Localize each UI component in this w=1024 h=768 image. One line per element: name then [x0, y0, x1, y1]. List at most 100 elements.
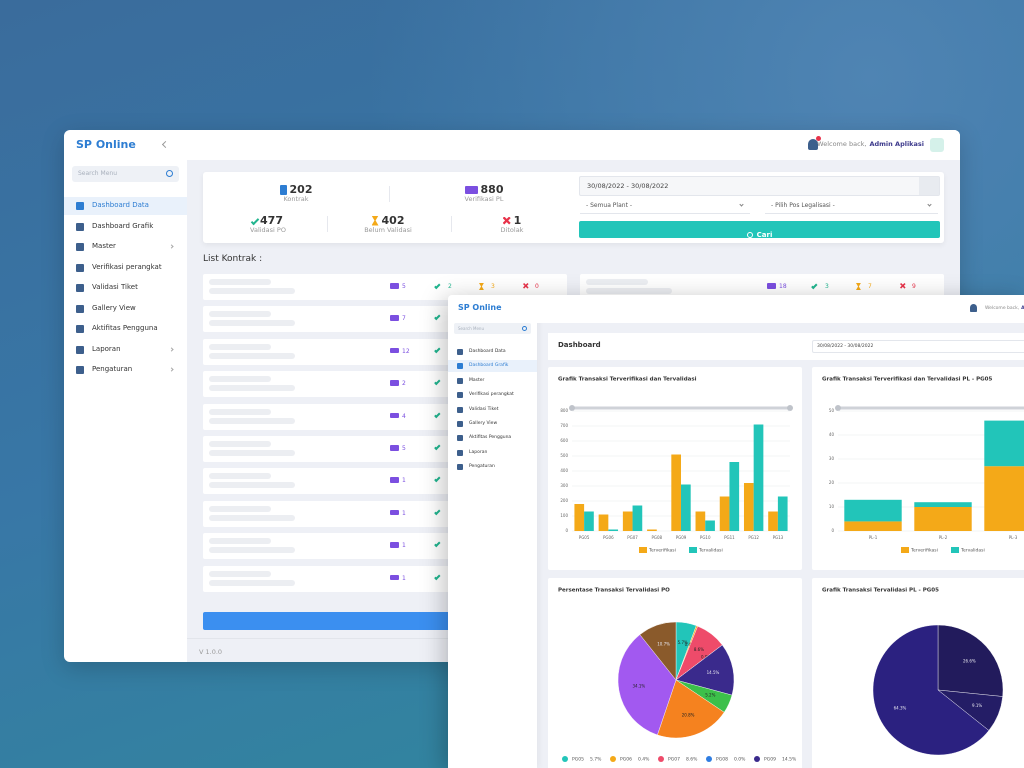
skeleton	[209, 482, 295, 489]
row-count: 5	[402, 445, 406, 452]
pie-slice	[872, 624, 990, 756]
menu-item[interactable]: Pengaturan	[64, 361, 187, 379]
bar	[608, 529, 619, 531]
y-tick-label: 100	[560, 513, 568, 518]
skeleton	[209, 538, 271, 545]
check-icon	[434, 282, 441, 289]
menu-item[interactable]: Aktifitas Pengguna	[64, 320, 187, 338]
chart: Grafik Transaksi Terverifikasi dan Terva…	[558, 377, 793, 554]
skeleton	[209, 376, 271, 383]
bar	[695, 511, 706, 531]
y-tick-label: 0	[831, 528, 834, 533]
menu-icon	[457, 421, 463, 427]
menu-item[interactable]: Verifikasi perangkat	[448, 389, 537, 401]
chart: Persentase Transaksi Tervalidasi PO5.7%0…	[558, 588, 797, 763]
stat-value: 202	[289, 183, 313, 196]
skeleton	[209, 320, 295, 327]
legend-swatch	[951, 547, 959, 553]
chart-card: Grafik Transaksi Terverifikasi dan Terva…	[812, 367, 1024, 570]
row-count: 1	[402, 477, 406, 485]
slice-label: 10.7%	[657, 641, 670, 646]
chart-card: Persentase Transaksi Tervalidasi PO 5.7% 0…	[548, 578, 802, 768]
stat-label: Validasi PO	[250, 226, 286, 234]
slice-label: 26.6%	[963, 659, 976, 664]
chart-card: Grafik Transaksi Terverifikasi dan Terva…	[548, 367, 802, 570]
brand: SP Online	[458, 303, 502, 312]
cross-icon	[502, 216, 511, 225]
y-tick-label: 40	[829, 432, 835, 437]
menu-item[interactable]: Master	[64, 238, 187, 256]
slider-handle	[569, 405, 575, 411]
bar-segment	[844, 499, 902, 522]
skeleton	[209, 343, 271, 350]
stat: 880	[434, 179, 534, 198]
stat-value: 880	[480, 183, 504, 196]
menu-item[interactable]: Validasi Tiket	[448, 404, 537, 416]
divider	[389, 186, 390, 202]
row-count: 12	[402, 347, 410, 355]
truck-icon	[390, 477, 400, 483]
legend-swatch	[658, 756, 664, 762]
legend-swatch	[901, 547, 909, 553]
divider	[327, 216, 328, 232]
skeleton	[209, 288, 295, 294]
menu-icon	[457, 377, 463, 384]
page-title-card: Dashboard 30/08/2022 - 30/08/2022	[548, 333, 1024, 360]
legend-value: 8.6%	[686, 757, 698, 763]
chart-card: Grafik Transaksi Tervalidasi PL - PG05 26…	[812, 578, 1024, 768]
version: V 1.0.0	[199, 648, 223, 656]
row-count: 1	[402, 542, 406, 550]
bar	[671, 454, 681, 531]
menu-item[interactable]: Dashboard Grafik	[64, 218, 187, 236]
menu-item[interactable]: Master	[448, 375, 537, 387]
stat-value: 477	[260, 214, 283, 227]
welcome-text: Welcome back,	[985, 306, 1020, 311]
date-input[interactable]: 30/08/2022 - 30/08/2022	[579, 176, 940, 196]
stat-label: Kontrak	[283, 195, 309, 203]
select[interactable]: - Pilih Pos Legalisasi -	[765, 199, 938, 214]
menu-item[interactable]: Dashboard Grafik	[448, 360, 537, 373]
chart-title: Grafik Transaksi Tervalidasi PL - PG05	[822, 588, 939, 594]
legend-swatch	[562, 756, 568, 762]
legend-swatch	[639, 547, 647, 553]
menu-item[interactable]: Gallery View	[448, 418, 537, 430]
brand: SP Online	[76, 138, 136, 151]
menu-item[interactable]: Aktifitas Pengguna	[448, 432, 537, 444]
legend-value: 0.0%	[734, 757, 746, 763]
menu-item[interactable]: Laporan	[64, 341, 187, 359]
row-count: 7	[868, 283, 872, 290]
menu-item[interactable]: Dashboard Data	[448, 346, 537, 358]
x-tick-label: PG12	[748, 535, 759, 540]
menu-item[interactable]: Pengaturan	[448, 461, 537, 473]
row-count: 9	[912, 283, 916, 290]
menu-item[interactable]: Dashboard Data	[64, 197, 187, 215]
legend-value: 14.5%	[782, 757, 797, 763]
menu-icon	[457, 406, 463, 413]
menu-label: Pengaturan	[92, 365, 133, 373]
select-caret	[927, 202, 932, 207]
bar	[574, 504, 585, 531]
y-tick-label: 600	[560, 438, 568, 443]
date-input[interactable]: 30/08/2022 - 30/08/2022	[812, 340, 1024, 353]
select-text: - Semua Plant -	[586, 202, 632, 209]
search-box[interactable]: Search Menu	[72, 166, 179, 182]
truck-icon	[767, 283, 777, 289]
stat: 1	[462, 210, 562, 229]
search-button[interactable]: Cari	[579, 221, 940, 239]
welcome: Welcome back,Admin Aplikasi	[817, 140, 924, 148]
menu-item[interactable]: Gallery View	[64, 300, 187, 318]
hourglass-icon	[479, 283, 484, 290]
hourglass-icon	[856, 283, 861, 290]
slice-label: 14.5%	[707, 670, 720, 675]
menu-label: Gallery View	[469, 421, 498, 426]
stat: 477	[218, 210, 318, 229]
pie-slice	[617, 634, 677, 736]
menu-item[interactable]: Laporan	[448, 447, 537, 459]
date-text: 30/08/2022 - 30/08/2022	[817, 344, 874, 349]
select[interactable]: - Semua Plant -	[580, 199, 750, 214]
legend-label: Terverifikasi	[648, 548, 676, 554]
menu-item[interactable]: Verifikasi perangkat	[64, 259, 187, 277]
menu-item[interactable]: Validasi Tiket	[64, 279, 187, 297]
slice-label: 0.0%	[701, 654, 711, 659]
search-box[interactable]: Search Menu	[454, 323, 531, 334]
